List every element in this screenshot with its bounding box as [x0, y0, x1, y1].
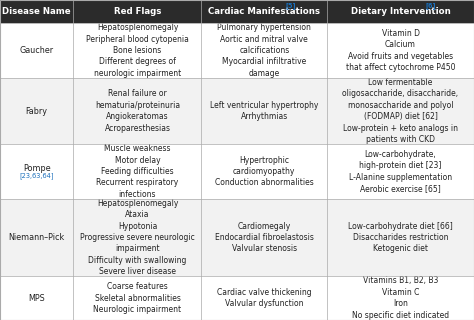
Text: [6]: [6] — [425, 2, 436, 9]
Text: Niemann–Pick: Niemann–Pick — [9, 233, 65, 242]
Text: Muscle weakness
Motor delay
Feeding difficulties
Recurrent respiratory
infection: Muscle weakness Motor delay Feeding diff… — [96, 144, 179, 199]
Text: Disease Name: Disease Name — [2, 7, 71, 16]
Text: Pompe: Pompe — [23, 164, 51, 173]
Bar — [0, 0, 474, 23]
Text: Cardiomegaly
Endocardial fibroelastosis
Valvular stenosis: Cardiomegaly Endocardial fibroelastosis … — [215, 221, 314, 253]
Text: Left ventricular hypertrophy
Arrhythmias: Left ventricular hypertrophy Arrhythmias — [210, 101, 319, 121]
Text: Hepatosplenomegaly
Ataxia
Hypotonia
Progressive severe neurologic
impairment
Dif: Hepatosplenomegaly Ataxia Hypotonia Prog… — [80, 199, 195, 276]
Text: MPS: MPS — [28, 293, 45, 302]
Bar — [0, 23, 474, 78]
Text: Gaucher: Gaucher — [20, 46, 54, 55]
Text: Cardiac Manifestations: Cardiac Manifestations — [208, 7, 320, 16]
Text: [23,63,64]: [23,63,64] — [19, 172, 54, 179]
Bar — [0, 276, 474, 320]
Text: Vitamin D
Calcium
Avoid fruits and vegetables
that affect cytochrome P450: Vitamin D Calcium Avoid fruits and veget… — [346, 29, 456, 72]
Text: Fabry: Fabry — [26, 107, 48, 116]
Bar — [0, 78, 474, 144]
Text: Dietary Intervention: Dietary Intervention — [351, 7, 450, 16]
Text: Low fermentable
oligosaccharide, disaccharide,
monosaccharide and polyol
(FODMAP: Low fermentable oligosaccharide, disacch… — [343, 78, 458, 144]
Text: Hepatosplenomegaly
Peripheral blood cytopenia
Bone lesions
Different degrees of
: Hepatosplenomegaly Peripheral blood cyto… — [86, 23, 189, 78]
Text: Low-carbohydrate,
high-protein diet [23]
L-Alanine supplementation
Aerobic exerc: Low-carbohydrate, high-protein diet [23]… — [349, 150, 452, 193]
Bar — [0, 199, 474, 276]
Text: Cardiac valve thickening
Valvular dysfunction: Cardiac valve thickening Valvular dysfun… — [217, 288, 311, 308]
Text: Pulmonary hypertension
Aortic and mitral valve
calcifications
Myocardial infiltr: Pulmonary hypertension Aortic and mitral… — [217, 23, 311, 78]
Text: Coarse features
Skeletal abnormalities
Neurologic impairment: Coarse features Skeletal abnormalities N… — [93, 282, 182, 314]
Text: Hypertrophic
cardiomyopathy
Conduction abnormalities: Hypertrophic cardiomyopathy Conduction a… — [215, 156, 314, 188]
Text: [5]: [5] — [285, 2, 296, 9]
Text: Low-carbohydrate diet [66]
Disaccharides restriction
Ketogenic diet: Low-carbohydrate diet [66] Disaccharides… — [348, 221, 453, 253]
Text: Renal failure or
hematuria/proteinuria
Angiokeratomas
Acroparesthesias: Renal failure or hematuria/proteinuria A… — [95, 89, 180, 133]
Text: Vitamins B1, B2, B3
Vitamin C
Iron
No specific diet indicated: Vitamins B1, B2, B3 Vitamin C Iron No sp… — [352, 276, 449, 320]
Bar — [0, 144, 474, 199]
Text: Red Flags: Red Flags — [114, 7, 161, 16]
